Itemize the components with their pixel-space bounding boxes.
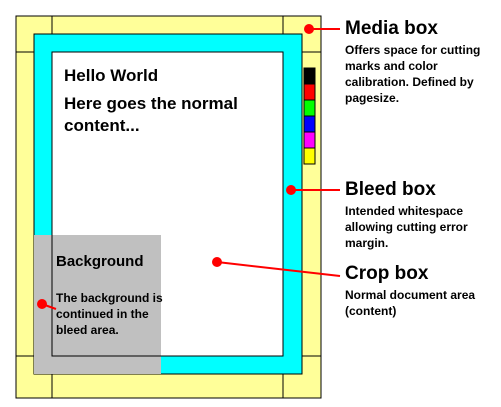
cutting-marks [16,16,321,398]
media-box-callout: Media box Offers space for cutting marks… [345,18,497,106]
bleed-box-description: Intended whitespace allowing cutting err… [345,204,468,250]
normal-content-text: Here goes the normal content... [64,94,238,135]
background-pointer-dot [37,299,47,309]
calibration-swatch [303,83,316,101]
crop-pointer-line [216,261,341,277]
media-pointer-dot [304,24,314,34]
calibration-swatch [303,67,316,85]
calibration-swatch [303,131,316,149]
crop-box-description: Normal document area (content) [345,288,476,318]
crop-pointer-dot [212,257,222,267]
calibration-swatch [303,99,316,117]
color-calibration-bar [303,67,316,165]
crop-box-title: Crop box [345,263,429,284]
background-title: Background [56,253,144,270]
calibration-swatch [303,147,316,165]
crop-box-callout: Crop box Normal document area (content) [345,263,497,319]
callout-pointers [37,24,341,310]
hello-heading: Hello World [64,66,159,85]
bleed-pointer-dot [286,185,296,195]
background-area-inner [52,235,161,356]
calibration-swatch [303,115,316,133]
background-description: The background is continued in the bleed… [56,291,163,337]
bleed-box-title: Bleed box [345,179,436,200]
media-box-description: Offers space for cutting marks and color… [345,43,481,105]
media-box-title: Media box [345,18,438,39]
bleed-box-callout: Bleed box Intended whitespace allowing c… [345,179,497,251]
